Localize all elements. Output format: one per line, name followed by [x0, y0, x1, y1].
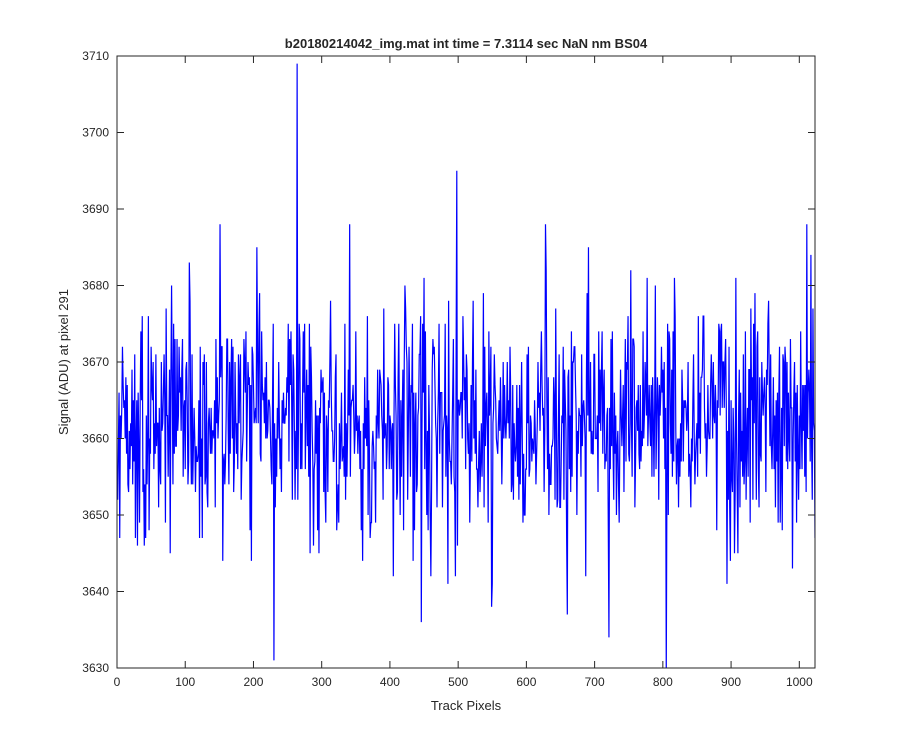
x-tick-label: 0: [114, 675, 121, 689]
series-layer: [117, 63, 815, 668]
x-tick-label: 400: [380, 675, 400, 689]
y-tick-label: 3650: [82, 508, 109, 522]
y-tick-label: 3640: [82, 585, 109, 599]
x-tick-label: 900: [721, 675, 741, 689]
y-axis: 3630 3640 3650 3660 3670 3680 3690 3700 3710: [82, 49, 815, 675]
x-tick-label: 300: [312, 675, 332, 689]
y-tick-label: 3660: [82, 432, 109, 446]
x-tick-label: 600: [516, 675, 536, 689]
chart-title: b20180214042_img.mat int time = 7.3114 s…: [285, 36, 648, 51]
x-tick-label: 500: [448, 675, 468, 689]
x-tick-label: 100: [175, 675, 195, 689]
y-tick-label: 3670: [82, 355, 109, 369]
y-tick-label: 3700: [82, 126, 109, 140]
x-axis: 0 100 200 300 400 500 600 700 800 900 1000: [114, 56, 813, 689]
y-tick-label: 3690: [82, 202, 109, 216]
x-tick-label: 800: [653, 675, 673, 689]
x-axis-title: Track Pixels: [431, 698, 502, 713]
x-tick-label: 700: [585, 675, 605, 689]
x-tick-label: 1000: [786, 675, 813, 689]
y-tick-label: 3710: [82, 49, 109, 63]
x-tick-label: 200: [243, 675, 263, 689]
signal-series-line: [117, 63, 815, 668]
y-axis-title: Signal (ADU) at pixel 291: [56, 289, 71, 435]
y-tick-label: 3630: [82, 661, 109, 675]
y-tick-label: 3680: [82, 279, 109, 293]
